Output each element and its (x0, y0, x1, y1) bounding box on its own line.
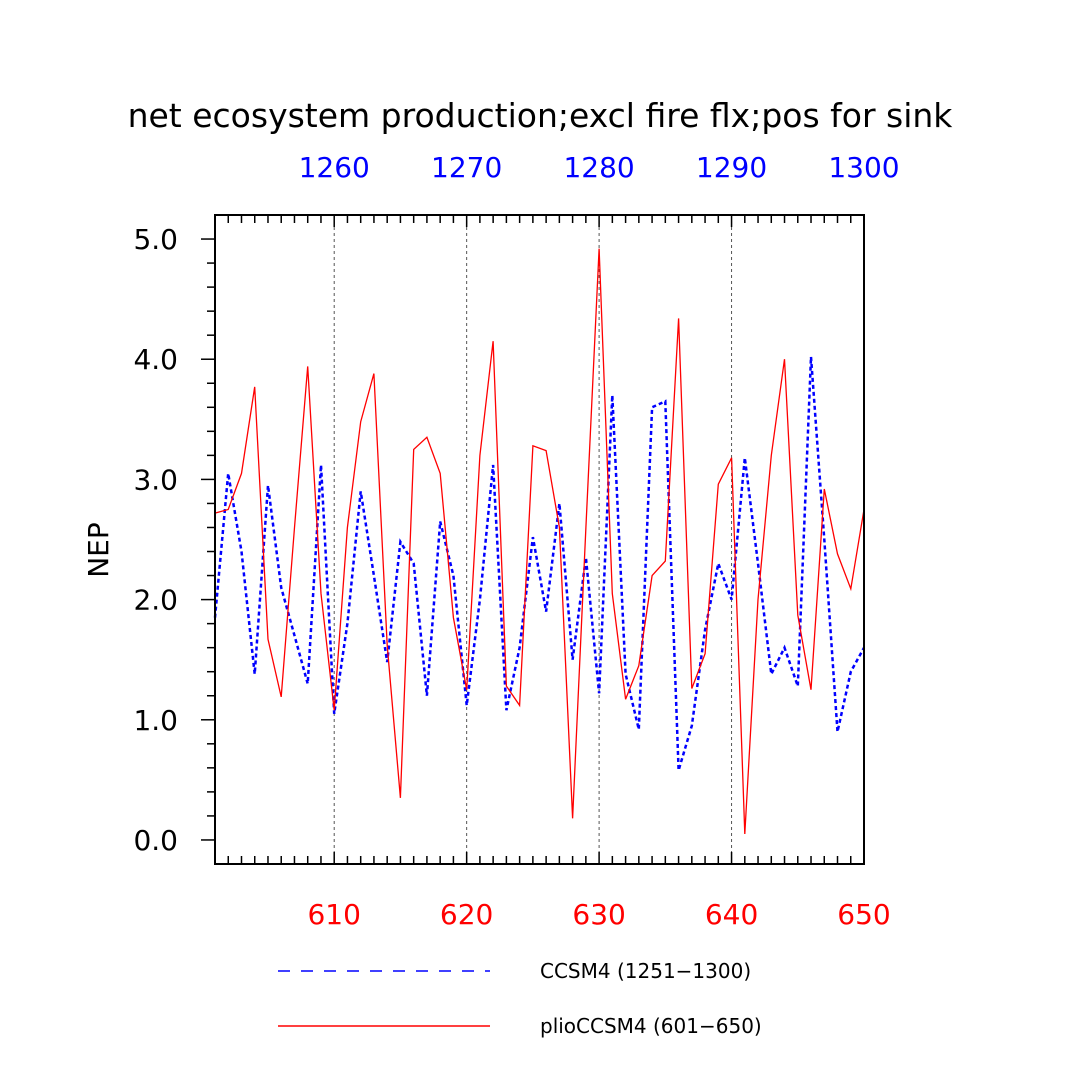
x-bottom-tick-label: 620 (440, 898, 493, 931)
y-tick-label: 2.0 (133, 584, 178, 617)
y-tick-label: 0.0 (133, 824, 178, 857)
chart-title: net ecosystem production;excl fire flx;p… (128, 96, 954, 135)
series-line-0 (213, 356, 866, 771)
grid-lines (333, 215, 733, 864)
series-line-1 (214, 248, 865, 835)
x-top-tick-label: 1300 (828, 151, 899, 184)
x-bottom-tick-label: 640 (705, 898, 758, 931)
x-top-tick-label: 1270 (431, 151, 502, 184)
y-tick-label: 5.0 (133, 223, 178, 256)
legend-label-ccsm4: CCSM4 (1251−1300) (540, 959, 751, 983)
x-bottom-tick-label: 630 (572, 898, 625, 931)
legend-label-pliocssm4: plioCCSM4 (601−650) (540, 1014, 762, 1038)
x-bottom-tick-label: 650 (837, 898, 890, 931)
y-tick-label: 1.0 (133, 704, 178, 737)
x-bottom-tick-label: 610 (307, 898, 360, 931)
axes-layer: 610 620 630 640 650 1260 1270 1280 1290 1300 0.0 1.… (133, 151, 899, 931)
x-top-tick-label: 1260 (299, 151, 370, 184)
x-top-tick-label: 1290 (696, 151, 767, 184)
y-tick-label: 3.0 (133, 463, 178, 496)
legend: CCSM4 (1251−1300) plioCCSM4 (601−650) (278, 959, 762, 1038)
y-axis-label: NEP (82, 522, 115, 578)
plot-frame (214, 214, 865, 865)
y-tick-label: 4.0 (133, 343, 178, 376)
series-layer (213, 248, 866, 835)
x-top-tick-label: 1280 (563, 151, 634, 184)
